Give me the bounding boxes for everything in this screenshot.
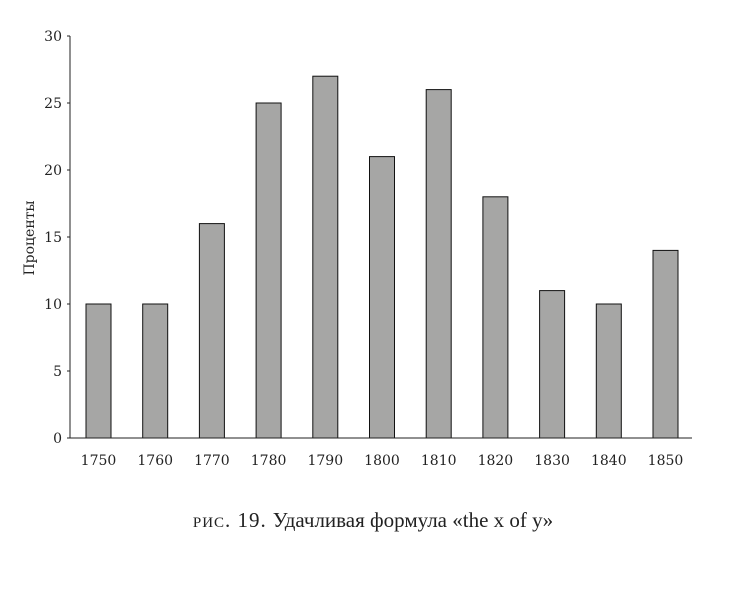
bar-1750 bbox=[85, 303, 112, 439]
figure-caption-text: Удачливая формула «the x of y» bbox=[272, 508, 554, 532]
figure-caption: рис. 19. Удачливая формула «the x of y» bbox=[0, 508, 746, 533]
bar-1820 bbox=[482, 196, 509, 439]
x-tick-label: 1800 bbox=[364, 453, 400, 469]
y-tick-label: 25 bbox=[44, 96, 62, 112]
bars bbox=[85, 75, 679, 439]
bar-1780 bbox=[255, 102, 282, 439]
y-axis-label: Проценты bbox=[22, 200, 38, 275]
figure-number: рис. 19. bbox=[192, 508, 267, 532]
x-tick-label: 1780 bbox=[251, 453, 287, 469]
bar-1850 bbox=[652, 249, 679, 439]
y-tick-label: 20 bbox=[44, 163, 62, 179]
x-tick-label: 1850 bbox=[648, 453, 684, 469]
bar-1830 bbox=[539, 290, 566, 439]
x-tick-label: 1840 bbox=[591, 453, 627, 469]
y-tick-label: 30 bbox=[44, 29, 62, 45]
bar-1810 bbox=[425, 89, 452, 439]
x-tick-label: 1810 bbox=[421, 453, 457, 469]
bar-1760 bbox=[142, 303, 169, 439]
y-tick-label: 15 bbox=[44, 230, 62, 246]
x-axis: 1750 1760 1770 1780 1790 1800 1810 1820 1830 1840… bbox=[70, 437, 692, 469]
y-tick-label: 10 bbox=[44, 297, 62, 313]
x-tick-label: 1830 bbox=[534, 453, 570, 469]
bar-1790 bbox=[312, 75, 339, 439]
y-axis: 0 5 10 15 20 25 30 bbox=[44, 29, 71, 447]
y-tick-label: 0 bbox=[53, 431, 62, 447]
bar-1800 bbox=[369, 156, 395, 439]
x-tick-label: 1760 bbox=[137, 453, 173, 469]
x-tick-label: 1750 bbox=[81, 453, 117, 469]
y-tick-label: 5 bbox=[53, 364, 62, 380]
bar-chart: 0 5 10 15 20 25 30 1750 1760 1770 1780 1790 1800 181… bbox=[22, 29, 692, 469]
x-tick-label: 1820 bbox=[478, 453, 514, 469]
x-tick-label: 1770 bbox=[194, 453, 230, 469]
x-tick-label: 1790 bbox=[307, 453, 343, 469]
bar-1770 bbox=[198, 223, 225, 439]
bar-1840 bbox=[595, 303, 622, 439]
